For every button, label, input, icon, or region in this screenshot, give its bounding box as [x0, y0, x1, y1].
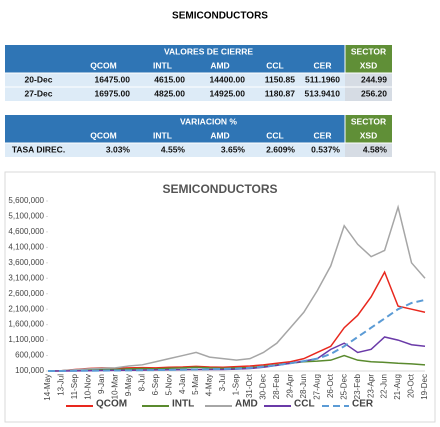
x-tick-label: 20-Oct	[407, 373, 416, 398]
column-header: XSD	[360, 60, 377, 70]
row-band	[5, 87, 345, 101]
x-tick-label: 14-May	[43, 374, 52, 401]
y-tick-label: 5,600,000	[8, 196, 44, 205]
table-title: VALORES DE CIERRE	[164, 46, 253, 56]
x-tick-label: 23-Feb	[353, 373, 362, 399]
y-tick-label: 2,600,000	[8, 289, 44, 298]
x-tick-label: 26-Oct	[326, 373, 335, 398]
column-header: AMD	[210, 60, 229, 70]
sector-band	[345, 115, 392, 143]
row-label: TASA DIREC.	[12, 144, 65, 154]
row-label: 20-Dec	[25, 74, 53, 84]
x-tick-label: 31-Oct	[245, 373, 254, 398]
column-header: CCL	[266, 60, 283, 70]
sector-band	[345, 45, 392, 73]
x-tick-label: 21-Aug	[393, 374, 402, 400]
y-tick-label: 5,100,000	[8, 212, 44, 221]
series-line	[47, 298, 426, 372]
table-cell: 2.609%	[266, 144, 295, 154]
x-tick-label: 19-Dec	[420, 374, 429, 400]
table-cell: 0.537%	[311, 144, 340, 154]
x-tick-label: 22-Jun	[380, 374, 389, 398]
x-tick-label: 10-Mar	[110, 374, 119, 400]
row-band	[5, 143, 345, 157]
row-label: 27-Dec	[25, 88, 53, 98]
x-tick-label: 1-Sep	[232, 373, 241, 395]
chart-title: SEMICONDUCTORS	[162, 182, 277, 196]
table-cell: 244.99	[361, 74, 387, 84]
y-tick-label: 600,000	[15, 351, 44, 360]
table-cell: 1150.85	[265, 74, 296, 84]
table-cell: 3.03%	[106, 144, 131, 154]
x-tick-label: 29-Apr	[285, 374, 294, 398]
column-header: QCOM	[90, 60, 116, 70]
column-header: QCOM	[90, 130, 116, 140]
y-tick-label: 4,600,000	[8, 227, 44, 236]
header-band	[5, 45, 345, 73]
x-tick-label: 28-Jun	[299, 374, 308, 398]
legend-label: INTL	[172, 399, 194, 410]
y-tick-label: 100,000	[15, 366, 44, 375]
column-header: INTL	[153, 130, 172, 140]
table-cell: 16475.00	[95, 74, 131, 84]
table-cell: 3.65%	[221, 144, 246, 154]
legend-label: CER	[352, 399, 374, 410]
table-cell: 1180.87	[265, 88, 296, 98]
y-tick-label: 3,100,000	[8, 273, 44, 282]
x-tick-label: 10-Nov	[84, 374, 93, 400]
table-cell: 14925.00	[210, 88, 246, 98]
x-tick-label: 8-Jul	[137, 374, 146, 392]
table-cell: 256.20	[361, 88, 387, 98]
x-tick-label: 5-Mar	[191, 374, 200, 395]
table-cell: 14400.00	[210, 74, 246, 84]
legend-label: CCL	[294, 399, 315, 410]
y-tick-label: 2,100,000	[8, 304, 44, 313]
x-tick-label: 25-Dec	[339, 374, 348, 400]
table-title: VARIACION %	[180, 116, 237, 126]
table-cell: 4.55%	[161, 144, 186, 154]
sector-cell	[345, 143, 392, 157]
table-cell: 4.58%	[363, 144, 388, 154]
x-tick-label: 9-May	[124, 374, 133, 396]
x-tick-label: 13-Jul	[57, 374, 66, 396]
x-tick-label: 5-Nov	[164, 374, 173, 395]
table-cell: 4615.00	[154, 74, 185, 84]
x-tick-label: 6-Sep	[151, 373, 160, 395]
table-cell: 511.1960	[305, 74, 340, 84]
table-cell: 16975.00	[95, 88, 131, 98]
sector-label: SECTOR	[351, 46, 386, 56]
table-cell: 4825.00	[154, 88, 185, 98]
x-tick-label: 11-Sep	[70, 373, 79, 399]
x-tick-label: 3-Jul	[218, 374, 227, 392]
column-header: CER	[314, 130, 332, 140]
sector-label: SECTOR	[351, 116, 386, 126]
legend-label: QCOM	[96, 399, 127, 410]
y-tick-label: 3,600,000	[8, 258, 44, 267]
x-tick-label: 4-Jan	[178, 374, 187, 394]
x-tick-label: 28-Feb	[272, 373, 281, 399]
x-tick-label: 27-Aug	[312, 374, 321, 400]
legend-label: AMD	[235, 399, 258, 410]
column-header: XSD	[360, 130, 377, 140]
column-header: CCL	[266, 130, 283, 140]
x-tick-label: 23-Apr	[366, 374, 375, 398]
x-tick-label: 30-Dec	[259, 374, 268, 400]
series-line	[47, 204, 426, 372]
column-header: INTL	[153, 60, 172, 70]
table-cell: 513.9410	[305, 88, 341, 98]
column-header: CER	[314, 60, 332, 70]
y-tick-label: 1,600,000	[8, 320, 44, 329]
sector-cell	[345, 73, 392, 87]
header-band	[5, 115, 345, 143]
chart-frame	[4, 171, 436, 423]
x-tick-label: 4-May	[205, 374, 214, 396]
sector-cell	[345, 87, 392, 101]
x-tick-label: 9-Jan	[97, 374, 106, 394]
row-band	[5, 73, 345, 87]
y-tick-label: 1,100,000	[8, 335, 44, 344]
page-title: SEMICONDUCTORS	[172, 11, 268, 22]
column-header: AMD	[210, 130, 229, 140]
y-tick-label: 4,100,000	[8, 242, 44, 251]
